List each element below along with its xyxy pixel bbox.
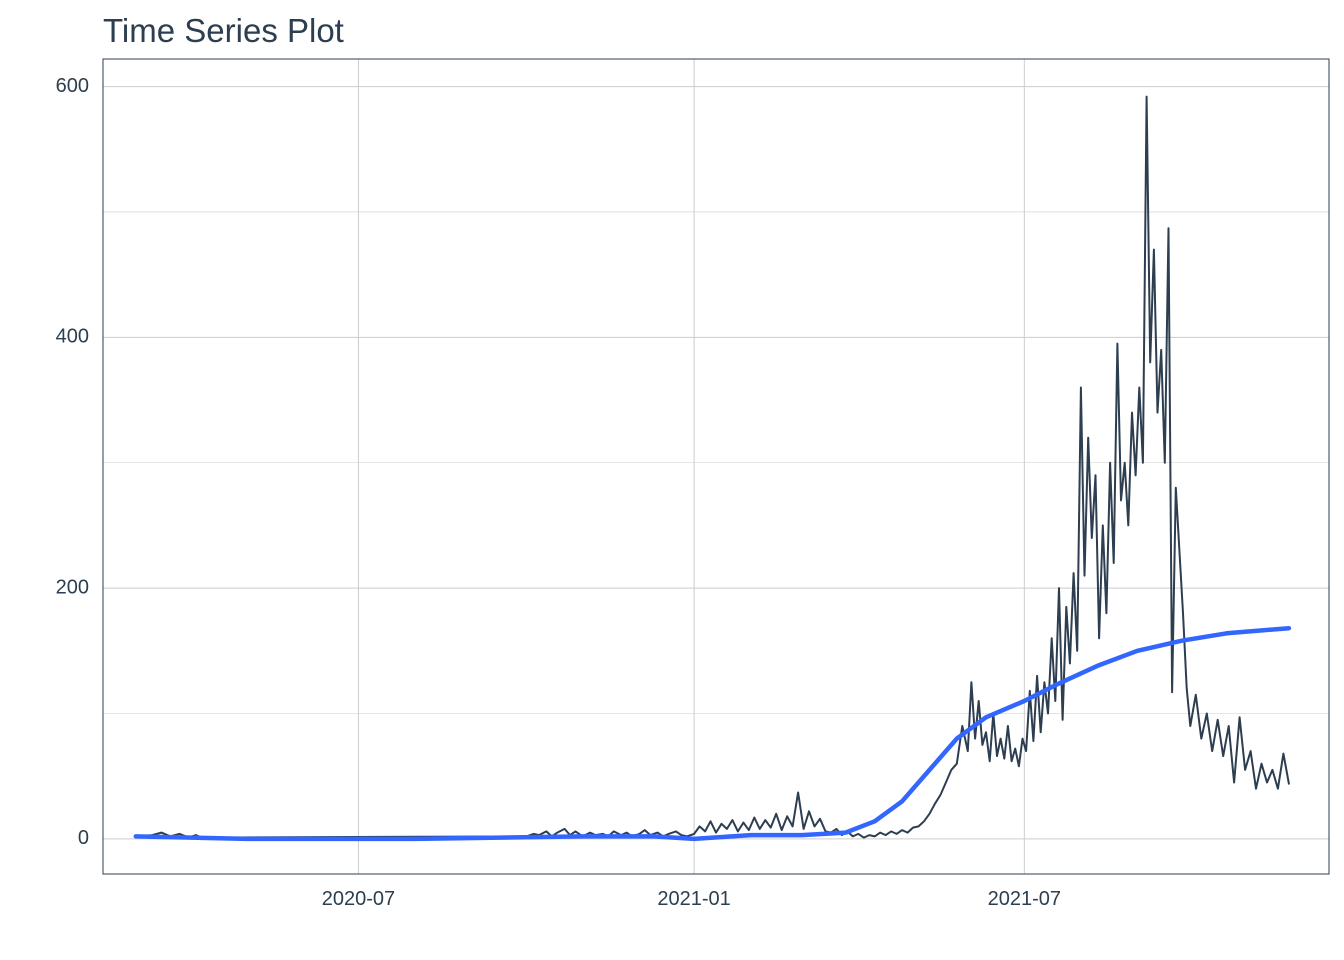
y-tick-label: 400 bbox=[56, 326, 89, 348]
y-tick-label: 600 bbox=[56, 75, 89, 97]
plot-panel-border bbox=[102, 58, 1330, 875]
x-tick-label: 2020-07 bbox=[322, 888, 395, 910]
x-axis-labels: 2020-07 2021-01 2021-07 bbox=[322, 888, 1061, 910]
x-tick-label: 2021-01 bbox=[657, 888, 730, 910]
y-tick-label: 200 bbox=[56, 576, 89, 598]
y-tick-label: 0 bbox=[78, 827, 89, 849]
y-axis-labels: 0 200 400 600 bbox=[56, 75, 89, 849]
series-layer bbox=[133, 95, 1292, 842]
x-tick-label: 2021-07 bbox=[988, 888, 1061, 910]
series-line bbox=[134, 95, 1290, 839]
chart-title: Time Series Plot bbox=[103, 12, 344, 49]
trend-line bbox=[133, 625, 1292, 842]
